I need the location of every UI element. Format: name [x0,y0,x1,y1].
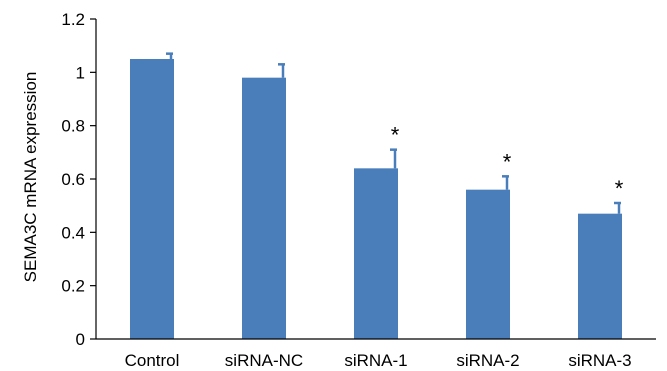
bar-sirna-1 [354,168,398,339]
x-axis-labels: Control siRNA-NC siRNA-1 siRNA-2 siRNA-3 [125,351,632,370]
bar-control [130,59,174,339]
bar-sirna-nc [242,77,286,340]
y-tick-label: 1.2 [61,10,85,29]
bar-sirna-3 [578,213,622,339]
significance-marker: * [615,176,624,201]
y-axis-title: SEMA3C mRNA expression [21,72,40,283]
y-axis-ticks: 0 0.2 0.4 0.6 0.8 1 1.2 [61,10,96,349]
x-tick-label: siRNA-2 [456,351,519,370]
x-tick-label: siRNA-1 [344,351,407,370]
significance-marker: * [503,149,512,174]
x-tick-label: siRNA-3 [568,351,631,370]
y-tick-label: 0 [76,330,85,349]
y-tick-label: 0.8 [61,117,85,136]
significance-marker: * [391,123,400,148]
y-tick-label: 0.6 [61,170,85,189]
y-tick-label: 0.4 [61,223,85,242]
y-tick-label: 1 [76,63,85,82]
bar-sirna-2 [466,189,510,339]
y-tick-label: 0.2 [61,277,85,296]
x-tick-label: siRNA-NC [225,351,303,370]
bars-group: * * * [130,52,624,340]
x-tick-label: Control [125,351,180,370]
